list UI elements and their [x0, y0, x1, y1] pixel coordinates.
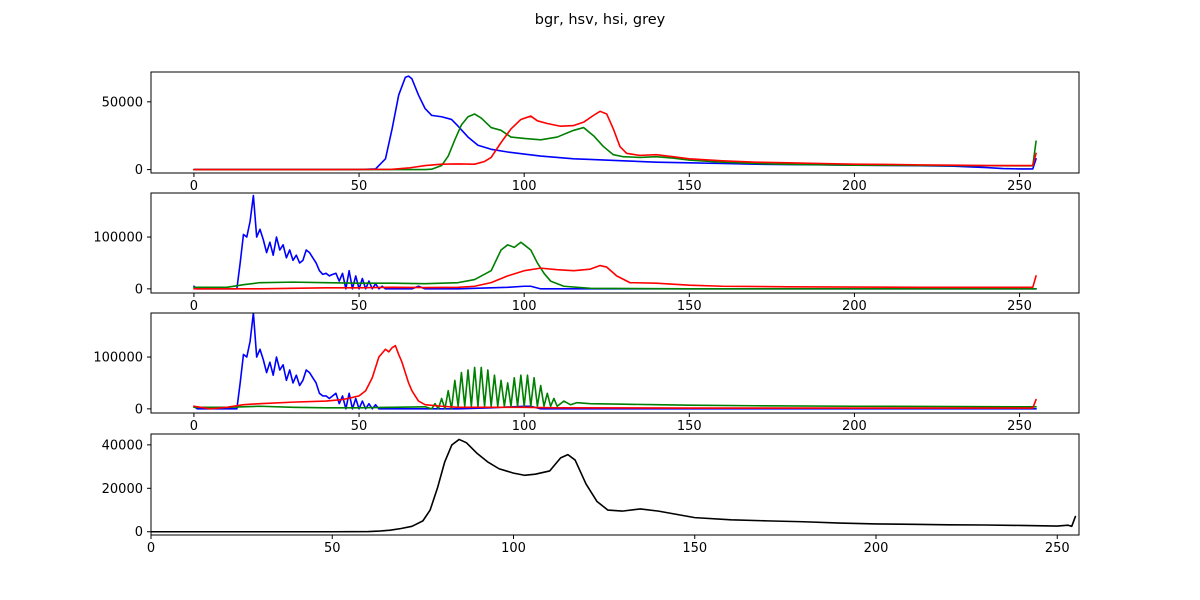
series-group: [193, 75, 1037, 171]
series-group: [151, 438, 1077, 533]
y-tick-label: 0: [135, 163, 143, 178]
y-tick-label: 0: [135, 402, 143, 417]
series-line-red: [193, 344, 1037, 410]
x-tick-label: 50: [324, 541, 341, 556]
x-tick-label: 150: [677, 419, 702, 434]
x-tick-label: 250: [1007, 179, 1032, 194]
subplot-bgr: 0 50 100 150 200 250 0 50000: [102, 71, 1080, 194]
axes-frame: [150, 192, 1080, 294]
y-tick-label: 0: [135, 282, 143, 297]
y-tick-label: 100000: [93, 231, 143, 246]
series-group: [193, 313, 1037, 410]
x-tick-label: 150: [677, 299, 702, 314]
subplot-hsv: 0 50 100 150 200 250 0 100000: [93, 192, 1080, 314]
x-tick-label: 100: [512, 299, 537, 314]
y-tick-label: 50000: [102, 95, 143, 110]
x-tick-label: 50: [351, 419, 368, 434]
figure-title: bgr, hsv, hsi, grey: [535, 12, 666, 28]
y-tick-label: 40000: [102, 438, 143, 453]
x-tick-label: 200: [842, 299, 867, 314]
series-line-blue: [193, 194, 1037, 290]
series-line-red: [193, 110, 1037, 171]
x-tick-label: 250: [1007, 419, 1032, 434]
x-tick-label: 100: [501, 541, 526, 556]
y-tick-label: 20000: [102, 482, 143, 497]
x-tick-label: 50: [351, 299, 368, 314]
series-line-red: [193, 264, 1037, 290]
series-line-black: [151, 438, 1077, 533]
y-tick-label: 100000: [93, 351, 143, 366]
x-tick-label: 0: [190, 299, 198, 314]
series-line-blue: [193, 313, 1037, 410]
x-tick-label: 0: [190, 179, 198, 194]
x-tick-label: 0: [190, 419, 198, 434]
x-tick-label: 200: [842, 179, 867, 194]
series-group: [193, 194, 1037, 290]
subplot-grey: 0 50 100 150 200 250 0 20000 40000: [102, 433, 1080, 556]
axes-frame: [150, 312, 1080, 414]
x-tick-label: 150: [682, 541, 707, 556]
x-tick-label: 200: [864, 541, 889, 556]
series-line-green: [193, 241, 1037, 290]
x-tick-label: 150: [677, 179, 702, 194]
x-tick-label: 100: [512, 419, 537, 434]
x-tick-label: 50: [351, 179, 368, 194]
axes-frame: [150, 71, 1080, 174]
x-tick-label: 200: [842, 419, 867, 434]
series-line-green: [193, 366, 1037, 410]
axes-frame: [150, 433, 1080, 536]
y-tick-label: 0: [135, 525, 143, 540]
x-tick-label: 250: [1007, 299, 1032, 314]
series-line-green: [193, 113, 1037, 171]
subplot-hsi: 0 50 100 150 200 250 0 100000: [93, 312, 1080, 434]
x-tick-label: 0: [147, 541, 155, 556]
x-tick-label: 100: [512, 179, 537, 194]
x-tick-label: 250: [1045, 541, 1070, 556]
